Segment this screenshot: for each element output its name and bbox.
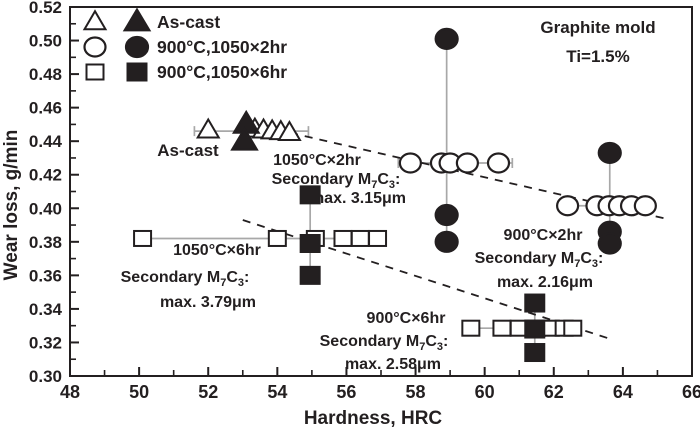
series-filled-squares-1050x6 [299,185,321,285]
filled-square-marker [524,343,546,363]
y-tick-label: 0.30 [29,367,62,386]
x-tick-label: 54 [267,382,287,402]
filled-square-marker [299,265,321,285]
annotation-line: 900°C×6hr [367,310,446,327]
open-square-marker [267,229,287,247]
open-square-marker [85,63,105,81]
y-tick-label: 0.36 [29,266,62,285]
annotation-line: max. 2.16μm [497,274,593,291]
y-tick-label: 0.52 [29,0,62,17]
open-circle-marker [555,195,580,217]
filled-circle-marker [434,203,459,227]
open-circle-marker [398,152,422,174]
label-900c-2hr: 900°C×2hr Secondary M7C3: max. 2.16μm [475,227,604,291]
series-open-circles-900x2 [555,195,657,217]
series-open-squares-900x6 [461,319,583,337]
annotation-line: 1050°C×2hr [273,152,361,169]
legend-label: 900°C,1050×2hr [157,37,287,57]
open-triangle-marker [277,120,302,141]
series-filled-circles-900x2 [597,141,622,255]
filled-square-marker [126,62,148,82]
series-filled-squares-900x6 [524,293,546,363]
x-axis-title: Hardness, HRC [304,408,443,429]
y-axis: 0.30 0.32 0.34 0.36 0.38 0.40 0.42 0.44 0.46 0.48… [29,0,79,386]
open-circle-marker [486,152,511,174]
y-tick-label: 0.48 [29,65,62,84]
open-square-marker [368,229,388,247]
x-tick-label: 50 [129,382,149,402]
annotation-line: Secondary M7C3: [320,333,449,353]
open-triangle-marker [82,9,108,31]
y-tick-label: 0.46 [29,99,62,118]
x-tick-label: 62 [544,382,564,402]
x-tick-label: 60 [475,382,495,402]
label-1050c-6hr: 1050°C×6hr Secondary M7C3: max. 3.79μm [121,242,261,311]
filled-circle-marker [434,230,459,253]
x-axis: 48 50 52 54 56 58 60 62 64 66 [60,367,700,402]
annotation-line: max. 3.15μm [310,190,406,207]
x-tick-label: 64 [613,382,633,402]
filled-triangle-marker [122,7,152,32]
series-open-circles-1050x2 [398,152,511,174]
open-square-marker [133,229,153,247]
x-tick-label: 56 [336,382,356,402]
label-1050c-2hr: 1050°C×2hr Secondary M7C3:max. 3.15μm [272,152,406,207]
annotation-line: Graphite mold [540,18,655,37]
x-tick-label: 58 [406,382,426,402]
y-tick-label: 0.32 [29,333,62,352]
y-tick-label: 0.44 [29,132,63,151]
annotation-line: Secondary M7C3: [475,250,604,270]
filled-circle-marker [597,232,622,255]
filled-square-marker [524,293,546,313]
legend-label: 900°C,1050×6hr [157,62,287,82]
y-tick-label: 0.40 [29,199,62,218]
annotation-line: Ti=1.5% [566,47,629,66]
y-tick-label: 0.42 [29,166,62,185]
x-tick-label: 52 [198,382,218,402]
open-square-marker [563,319,583,337]
label-900c-6hr: 900°C×6hr Secondary M7C3: max. 2.58μm [320,310,449,373]
annotation-line: 1050°C×6hr [173,242,261,259]
y-tick-label: 0.34 [29,300,63,319]
open-square-marker [333,229,353,247]
x-tick-label: 66 [682,382,700,402]
series-as-cast-filled [230,109,261,151]
filled-square-marker [524,319,546,339]
annotation-line: 900°C×2hr [504,227,583,244]
as-cast-label: As-cast [157,141,219,160]
series-filled-circles-1050x2 [434,27,459,253]
mold-note: Graphite mold Ti=1.5% [540,18,655,66]
filled-circle-marker [597,141,622,165]
open-square-marker [492,319,512,337]
annotation-line: Secondary M7C3: [272,171,401,191]
open-square-marker [350,229,370,247]
filled-square-marker [299,233,321,253]
filled-circle-marker [434,27,459,50]
annotation-line: max. 2.58μm [345,356,441,373]
legend-label: As-cast [157,12,220,32]
open-triangle-marker [195,117,221,139]
open-circle-marker [455,152,479,174]
y-tick-label: 0.50 [29,32,62,51]
annotation-line: As-cast [157,141,219,160]
filled-triangle-marker [230,126,259,151]
open-square-marker [461,319,481,337]
y-axis-title: Wear loss, g/min [1,130,22,281]
legend: As-cast 900°C,1050×2hr 900°C,1050×6hr [82,7,287,82]
plot-frame [69,6,693,377]
annotation-line: max. 3.79μm [160,294,256,311]
x-tick-label: 48 [60,382,80,402]
filled-circle-marker [124,35,150,59]
y-tick-label: 0.38 [29,233,62,252]
annotation-line: Secondary M7C3: [121,269,250,289]
open-circle-marker [83,36,107,58]
open-circle-marker [633,195,657,217]
filled-square-marker [299,185,321,205]
